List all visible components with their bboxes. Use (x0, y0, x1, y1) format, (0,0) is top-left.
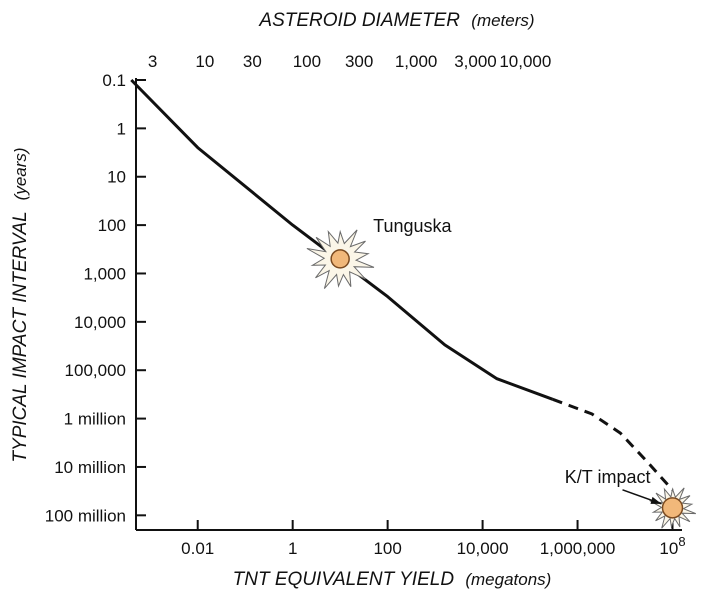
kt-impact-marker (661, 497, 684, 519)
x-axis-title: TNT EQUIVALENT YIELD (megatons) (233, 569, 552, 590)
x-tick-label-text: 10,000 (457, 539, 509, 558)
y-tick-label: 1,000 (83, 264, 126, 283)
y-tick-label: 100,000 (65, 361, 126, 380)
y-tick-label: 1 million (64, 410, 126, 429)
y-axis-title: TYPICAL IMPACT INTERVAL (years) (10, 147, 31, 462)
top-tick-label: 100 (293, 52, 321, 71)
top-tick-label: 10 (195, 52, 214, 71)
top-axis-title: ASTEROID DIAMETER (meters) (258, 10, 534, 31)
kt-impact-arrowhead (650, 496, 662, 504)
y-tick-label: 100 (98, 216, 126, 235)
extrapolated-dashed-line (552, 397, 674, 492)
top-tick-label: 10,000 (499, 52, 551, 71)
x-axis-label: TNT EQUIVALENT YIELD (233, 569, 455, 590)
top-tick-label: 3,000 (454, 52, 497, 71)
y-axis-ticks: 0.1 1 10 100 1,000 10,000 100,000 1 million 10 m… (45, 71, 146, 525)
y-tick-label: 10 (107, 168, 126, 187)
series-layer (130, 78, 674, 492)
x-axis-unit: (megatons) (465, 570, 551, 589)
tunguska-marker (330, 249, 350, 269)
plot-frame (135, 78, 682, 531)
x-tick-label-text: 1,000,000 (540, 539, 616, 558)
x-tick-label-text: 0.01 (181, 539, 214, 558)
x-tick-label: 0.01 (181, 539, 214, 558)
top-axis-unit: (meters) (471, 11, 534, 30)
y-tick-label: 0.1 (102, 71, 126, 90)
y-tick-label: 10 million (54, 458, 126, 477)
x-tick-label-text: 10 (659, 539, 678, 558)
y-tick-label: 10,000 (74, 313, 126, 332)
x-tick-label: 1,000,000 (540, 539, 616, 558)
y-axis-unit: (years) (11, 147, 30, 200)
top-tick-label: 30 (243, 52, 262, 71)
y-tick-label: 100 million (45, 506, 126, 525)
annotation-layer: Tunguska K/T impact (306, 216, 696, 529)
top-tick-label: 3 (148, 52, 157, 71)
y-axis-label: TYPICAL IMPACT INTERVAL (10, 212, 31, 463)
x-tick-label-text: 1 (288, 539, 297, 558)
x-tick-label: 100 (373, 539, 401, 558)
x-tick-label: 1 (288, 539, 297, 558)
x-tick-label-superscript: 8 (678, 534, 685, 549)
impact-frequency-line (130, 78, 554, 401)
x-axis-ticks: 0.01 1 100 10,000 1,000,000 108 (181, 520, 686, 558)
x-tick-label: 10,000 (457, 539, 509, 558)
x-tick-label: 108 (659, 534, 685, 558)
y-tick-label: 1 (117, 119, 126, 138)
x-tick-label-text: 100 (373, 539, 401, 558)
top-axis-ticks: 3 10 30 100 300 1,000 3,000 10,000 (148, 52, 551, 71)
kt-impact-label: K/T impact (565, 467, 651, 487)
top-axis-label: ASTEROID DIAMETER (258, 10, 460, 31)
tunguska-label: Tunguska (373, 216, 452, 236)
top-tick-label: 300 (345, 52, 373, 71)
top-tick-label: 1,000 (395, 52, 438, 71)
